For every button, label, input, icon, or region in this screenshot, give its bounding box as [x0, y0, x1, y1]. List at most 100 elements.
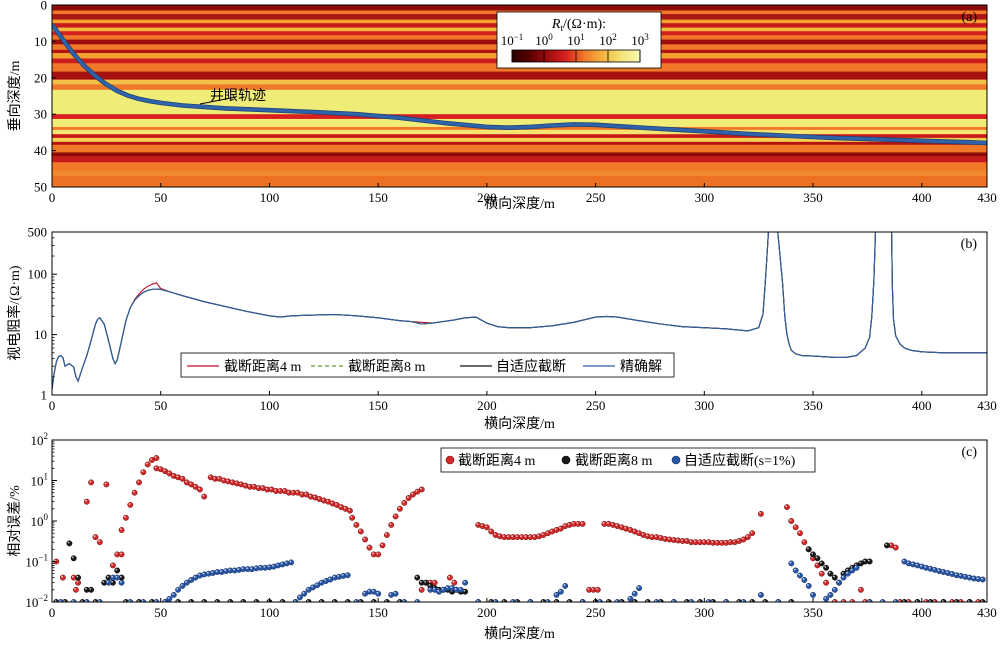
error-point-0: [784, 504, 790, 511]
point-highlight: [98, 540, 100, 543]
point-highlight: [750, 531, 753, 534]
point-highlight: [789, 561, 792, 564]
point-highlight: [824, 580, 827, 583]
point-highlight: [854, 566, 857, 568]
point-highlight: [328, 577, 331, 580]
point-highlight: [115, 575, 118, 578]
error-point-0: [594, 586, 601, 593]
x-tick-label: 350: [803, 605, 823, 620]
point-highlight: [452, 580, 455, 583]
point-highlight: [815, 556, 818, 559]
error-point-0: [118, 551, 125, 558]
point-highlight: [424, 580, 427, 583]
point-highlight: [828, 593, 831, 595]
legend-text-adaptive: 自适应截断: [496, 358, 566, 375]
point-highlight: [572, 522, 574, 524]
point-highlight: [846, 568, 848, 571]
point-highlight: [937, 569, 940, 572]
error-point-0: [127, 501, 134, 508]
point-highlight: [920, 564, 922, 567]
point-highlight: [859, 588, 861, 590]
point-highlight: [217, 477, 220, 479]
point-highlight: [685, 539, 687, 541]
point-highlight: [111, 563, 113, 566]
point-highlight: [89, 588, 92, 590]
point-highlight: [402, 501, 405, 503]
error-point-0: [388, 521, 395, 528]
error-point-0: [383, 532, 390, 538]
point-highlight: [185, 480, 187, 483]
point-highlight: [602, 522, 605, 524]
point-highlight: [313, 495, 316, 498]
point-highlight: [339, 505, 342, 508]
error-point-0: [818, 570, 825, 577]
point-highlight: [981, 577, 983, 580]
point-highlight: [398, 507, 400, 509]
point-highlight: [815, 563, 818, 566]
x-tick-label: 100: [260, 398, 280, 413]
point-highlight: [219, 570, 222, 572]
error-point-1: [827, 570, 834, 577]
point-highlight: [287, 490, 290, 493]
error-point-1: [814, 555, 821, 562]
point-highlight: [274, 489, 277, 491]
x-tick-label: 430: [977, 398, 997, 413]
error-point-2: [296, 594, 303, 601]
point-highlight: [263, 566, 266, 568]
series-line-3: [52, 232, 987, 390]
point-highlight: [502, 535, 505, 538]
point-highlight: [132, 490, 135, 493]
y-tick-label: 40: [34, 143, 47, 158]
point-highlight: [159, 467, 161, 470]
point-highlight: [446, 586, 448, 589]
point-highlight: [698, 540, 701, 543]
point-highlight: [489, 529, 492, 532]
error-point-0: [801, 539, 808, 546]
point-highlight: [415, 575, 418, 578]
error-point-0: [892, 544, 899, 551]
point-highlight: [676, 538, 679, 541]
point-highlight: [702, 540, 705, 543]
point-highlight: [89, 480, 92, 483]
point-highlight: [319, 580, 322, 583]
x-tick-label: 100: [260, 190, 280, 205]
error-point-1: [414, 574, 421, 581]
layer-band: [52, 84, 987, 91]
error-point-2: [831, 586, 838, 593]
error-point-1: [810, 551, 816, 558]
y-tick-label: 50: [34, 180, 47, 195]
point-highlight: [415, 489, 418, 492]
error-point-0: [418, 586, 425, 593]
x-tick-label: 350: [803, 190, 823, 205]
error-point-2: [462, 579, 469, 586]
error-point-0: [353, 521, 360, 528]
point-highlight: [833, 588, 835, 590]
point-highlight: [317, 497, 320, 499]
error-point-0: [131, 489, 138, 496]
point-highlight: [459, 588, 461, 590]
point-highlight: [311, 585, 313, 588]
point-highlight: [506, 535, 509, 538]
y-tick-label: 30: [34, 107, 47, 122]
point-highlight: [667, 537, 670, 540]
point-highlight: [367, 589, 370, 592]
x-tick-label: 150: [368, 398, 388, 413]
x-tick-label: 0: [49, 605, 56, 620]
point-highlight: [180, 477, 183, 479]
point-highlight: [226, 479, 229, 482]
colorbar-tick-label: 10−1: [501, 32, 524, 48]
error-point-0: [72, 586, 79, 593]
point-highlight: [587, 588, 590, 590]
point-highlight: [363, 591, 366, 594]
point-highlight: [393, 514, 396, 517]
point-highlight: [441, 588, 444, 590]
error-point-2: [792, 567, 799, 574]
error-point-0: [405, 495, 412, 501]
point-highlight: [278, 489, 281, 491]
point-highlight: [963, 575, 966, 577]
error-point-0: [857, 586, 864, 593]
point-highlight: [894, 545, 896, 548]
point-highlight: [350, 516, 353, 518]
point-highlight: [841, 571, 844, 574]
